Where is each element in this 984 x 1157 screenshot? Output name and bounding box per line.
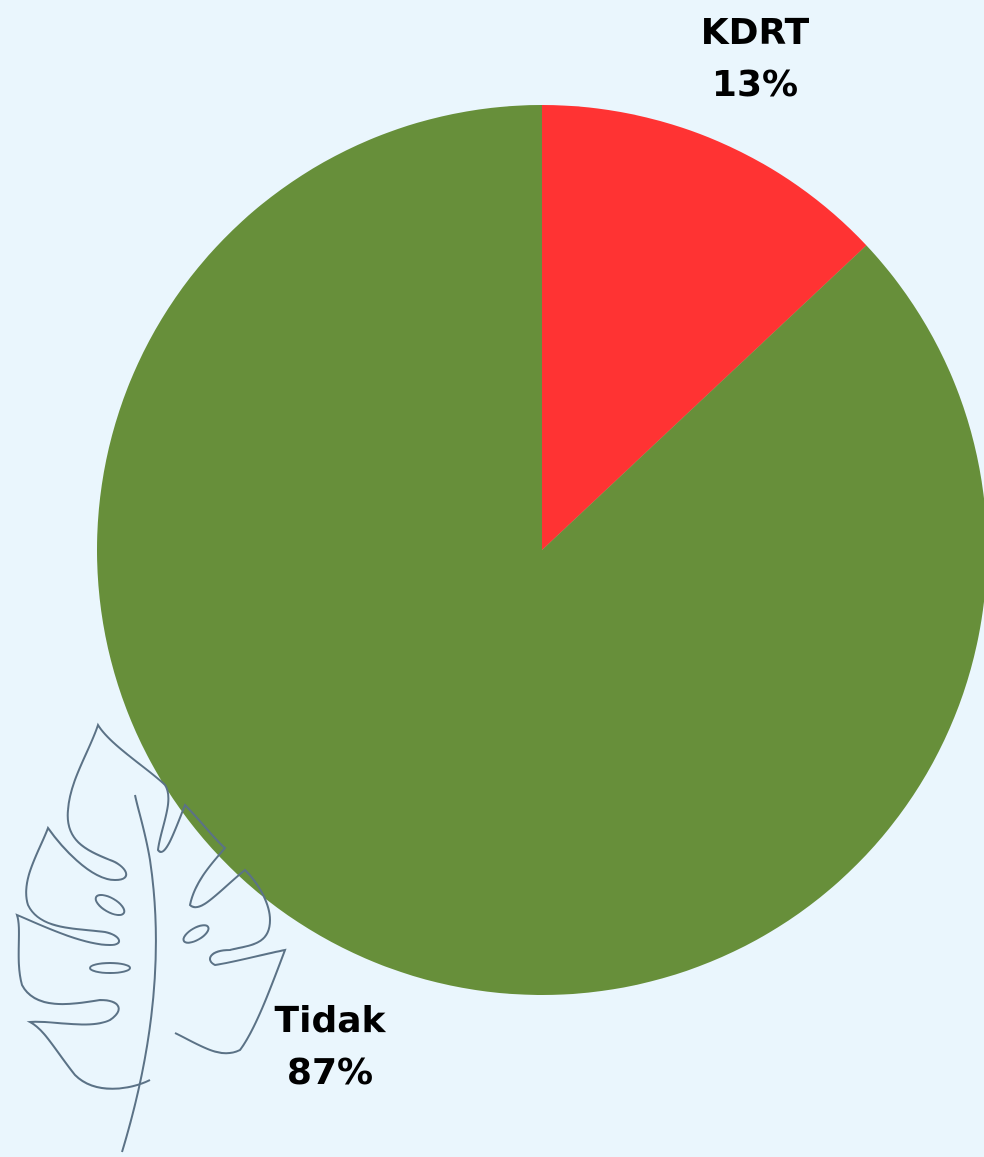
category-label: Tidak — [275, 1000, 387, 1041]
leaf-outline — [15, 722, 287, 1090]
pie — [97, 105, 984, 995]
value-label: 13% — [712, 64, 798, 105]
leaf-stem — [121, 794, 157, 1153]
leaf-hole — [182, 924, 210, 944]
leaf-decoration — [15, 722, 287, 1153]
leaf-hole — [94, 893, 126, 917]
pie-slice — [542, 105, 867, 550]
value-label: 87% — [287, 1052, 373, 1093]
pie-slice — [97, 105, 984, 995]
leaf-hole — [89, 962, 131, 974]
category-label: KDRT — [701, 12, 810, 53]
